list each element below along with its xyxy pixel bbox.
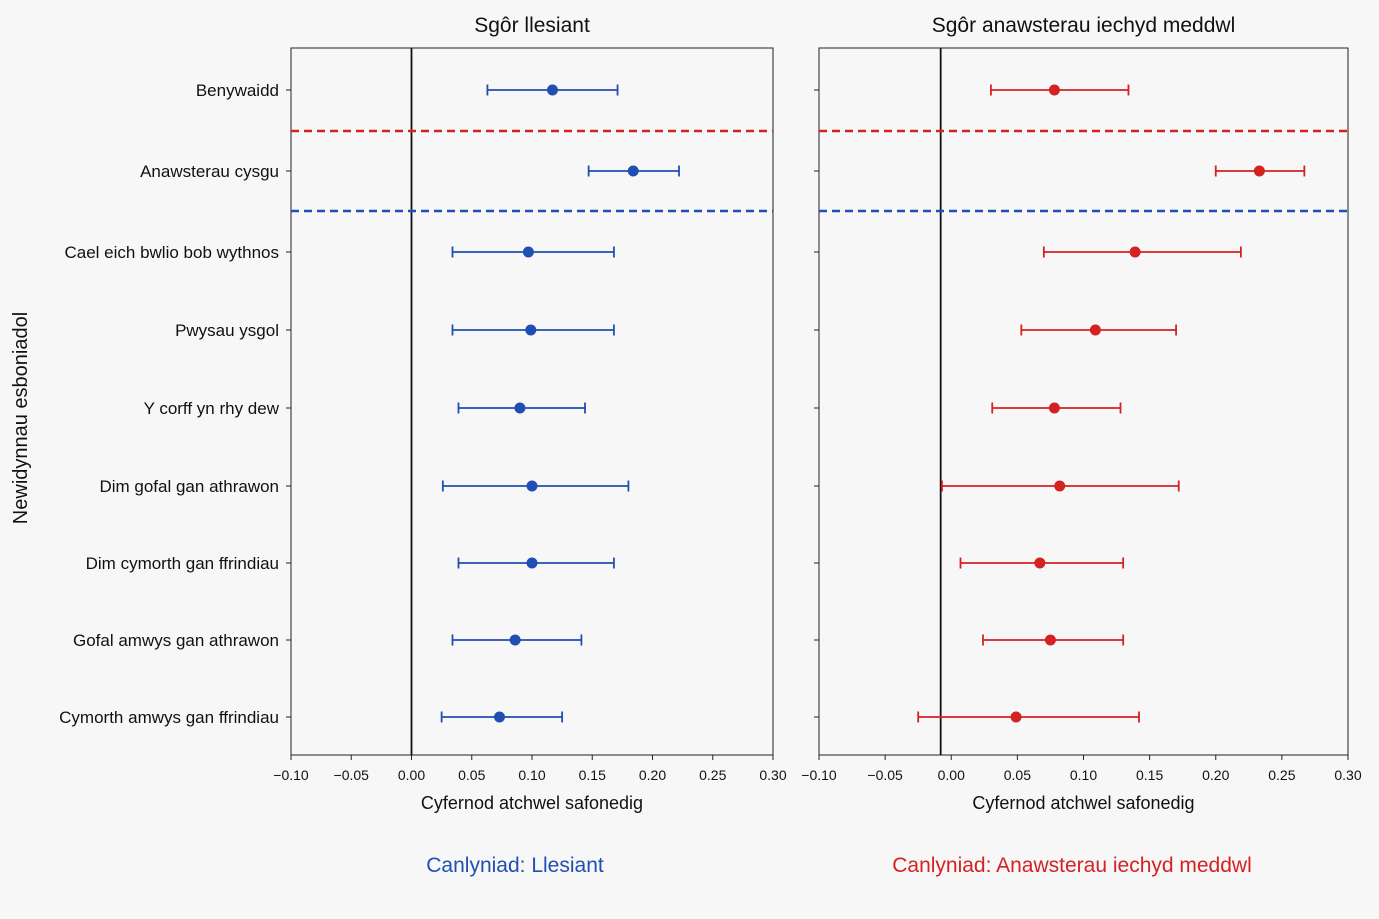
category-label: Y corff yn rhy dew — [144, 399, 280, 418]
category-label: Cymorth amwys gan ffrindiau — [59, 708, 279, 727]
x-tick-label: 0.05 — [458, 767, 485, 783]
panel-title: Sgôr llesiant — [474, 14, 590, 37]
x-tick-label: −0.05 — [867, 767, 903, 783]
x-tick-label: 0.00 — [938, 767, 965, 783]
category-label: Benywaidd — [196, 81, 279, 100]
estimate-point — [1129, 246, 1141, 258]
estimate-point — [1253, 165, 1265, 177]
estimate-point — [493, 711, 505, 723]
estimate-point — [526, 557, 538, 569]
x-tick-label: 0.20 — [639, 767, 666, 783]
x-tick-label: 0.00 — [398, 767, 425, 783]
estimate-point — [1010, 711, 1022, 723]
category-label: Gofal amwys gan athrawon — [73, 631, 279, 650]
x-tick-label: 0.10 — [518, 767, 545, 783]
wellbeing-panel: Sgôr llesiant −0.10 −0.05 0.00 0.05 0.10 0.15 0… — [59, 14, 787, 813]
panel-title: Sgôr anawsterau iechyd meddwl — [932, 14, 1236, 37]
category-label: Dim gofal gan athrawon — [99, 477, 279, 496]
x-axis-label: Cyfernod atchwel safonedig — [421, 793, 643, 813]
estimate-point — [1034, 557, 1046, 569]
estimate-point — [1044, 634, 1056, 646]
estimate-point — [1089, 324, 1101, 336]
x-tick-label: 0.05 — [1004, 767, 1031, 783]
estimate-point — [525, 324, 537, 336]
estimate-point — [1048, 84, 1060, 96]
plot-frame — [290, 47, 774, 756]
category-label: Pwysau ysgol — [175, 321, 279, 340]
plot-frame — [818, 47, 1349, 756]
x-tick-label: 0.20 — [1202, 767, 1229, 783]
y-axis-label: Newidynnau esboniadol — [10, 312, 32, 524]
caption-left: Canlyniad: Llesiant — [426, 854, 604, 877]
category-label: Anawsterau cysgu — [140, 162, 279, 181]
estimate-point — [1048, 402, 1060, 414]
estimate-point — [509, 634, 521, 646]
estimate-point — [526, 480, 538, 492]
estimate-point — [1054, 480, 1066, 492]
x-tick-label: 0.15 — [1136, 767, 1163, 783]
x-tick-label: −0.10 — [801, 767, 837, 783]
estimate-point — [627, 165, 639, 177]
x-tick-label: 0.30 — [759, 767, 786, 783]
x-tick-label: 0.30 — [1334, 767, 1361, 783]
estimate-point — [546, 84, 558, 96]
x-tick-label: 0.15 — [579, 767, 606, 783]
x-tick-label: 0.25 — [1268, 767, 1295, 783]
estimate-point — [514, 402, 526, 414]
x-tick-label: 0.25 — [699, 767, 726, 783]
category-label: Dim cymorth gan ffrindiau — [86, 554, 279, 573]
mental-health-panel: Sgôr anawsterau iechyd meddwl −0.10 −0.05 0… — [801, 14, 1362, 813]
x-tick-label: −0.05 — [334, 767, 370, 783]
estimate-point — [522, 246, 534, 258]
x-tick-label: −0.10 — [273, 767, 309, 783]
x-tick-label: 0.10 — [1070, 767, 1097, 783]
x-axis-label: Cyfernod atchwel safonedig — [972, 793, 1194, 813]
category-label: Cael eich bwlio bob wythnos — [64, 243, 279, 262]
caption-right: Canlyniad: Anawsterau iechyd meddwl — [892, 854, 1252, 877]
